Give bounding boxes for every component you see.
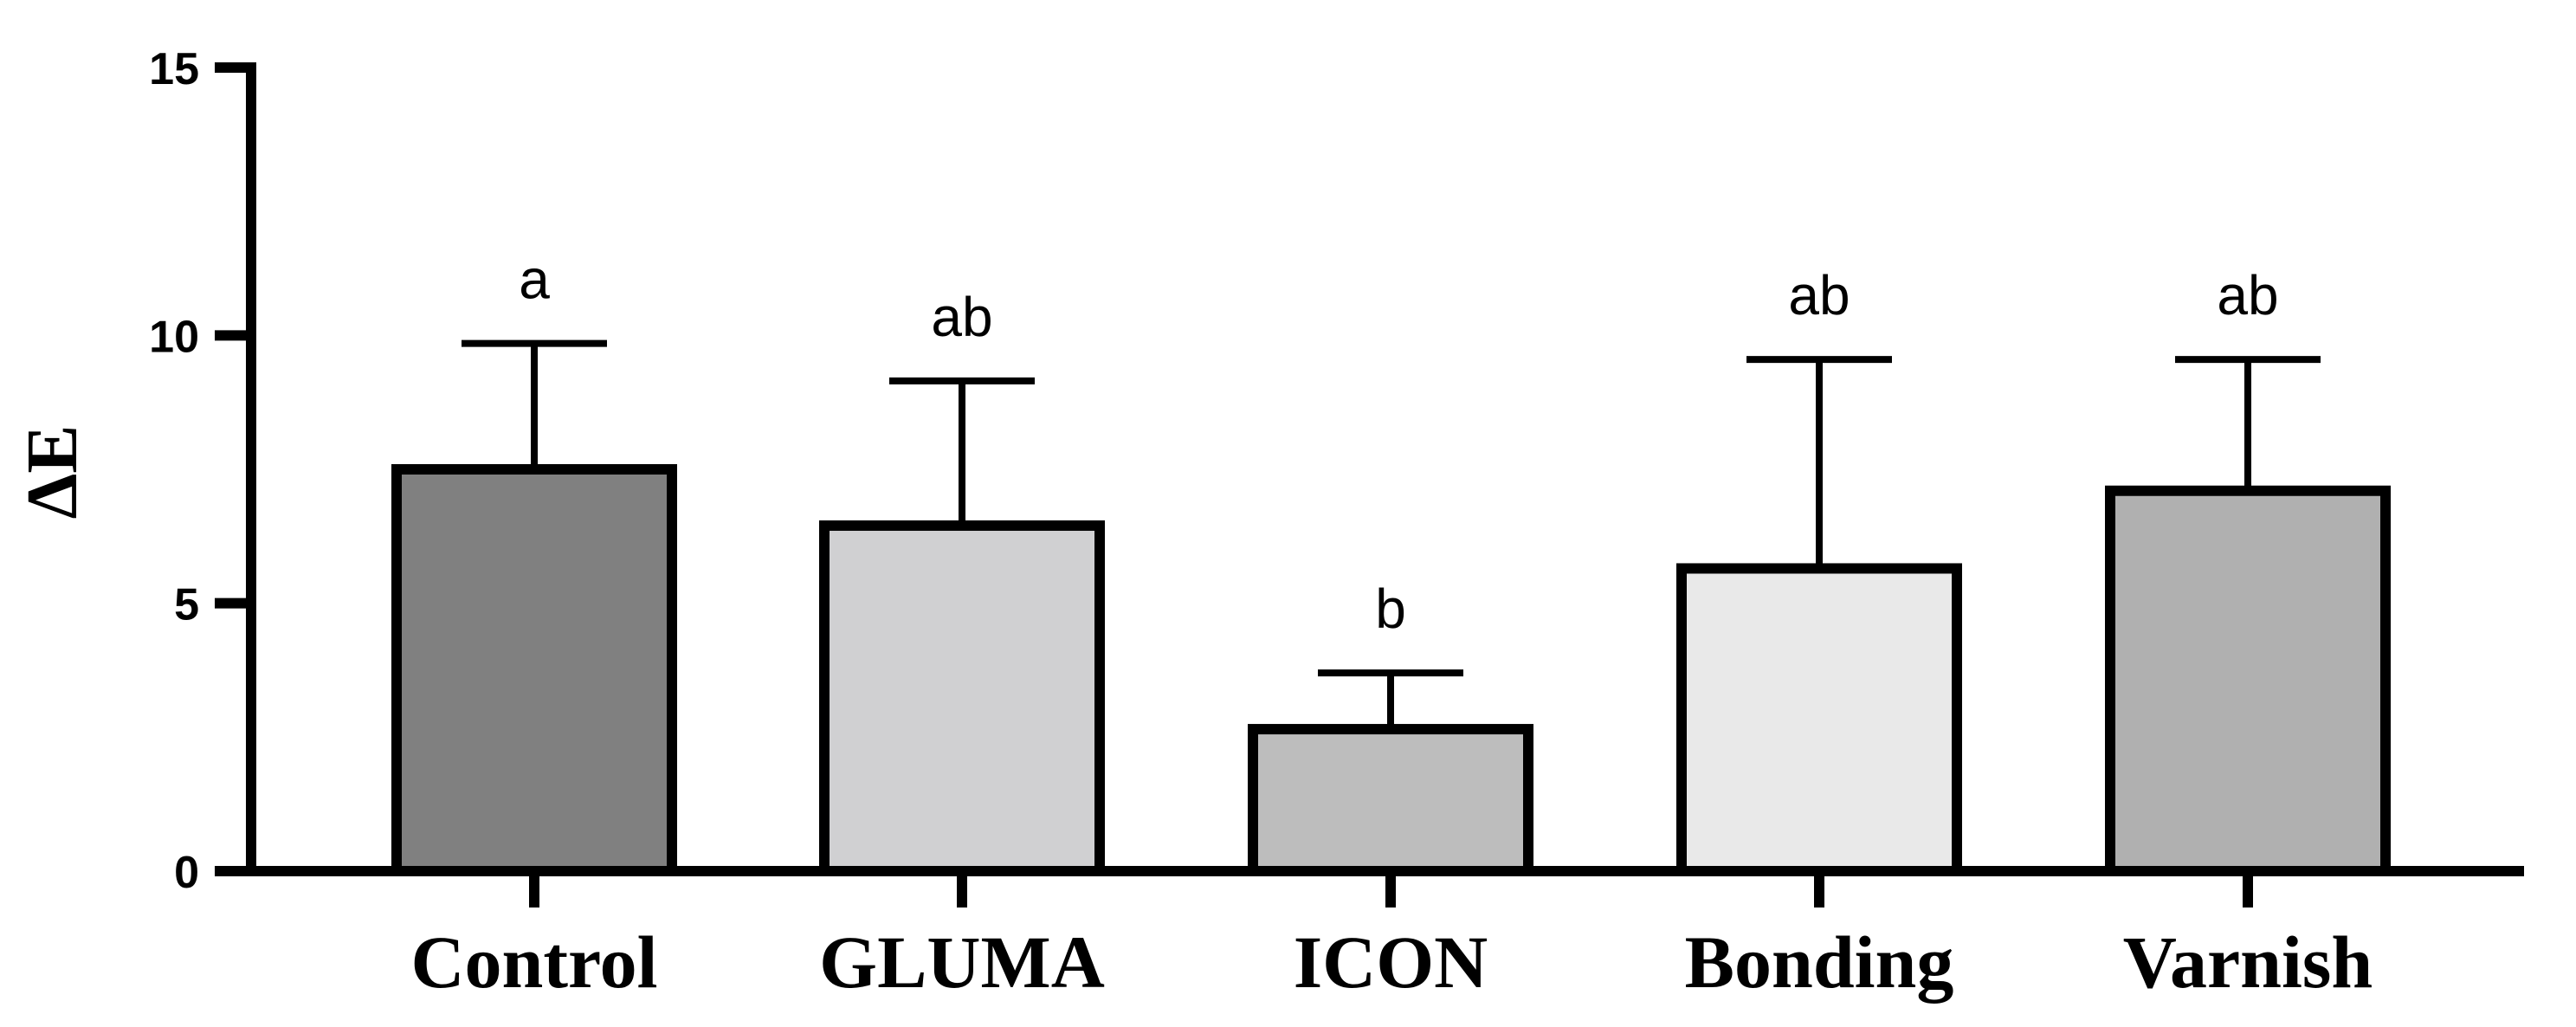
bar-group-gluma: ab: [819, 286, 1105, 877]
y-tick-label: 5: [174, 580, 199, 630]
bar: [819, 520, 1105, 877]
y-axis: 0 5 10 15: [149, 44, 256, 898]
y-axis-title-group: ΔE: [12, 425, 93, 520]
x-tick-label: GLUMA: [819, 920, 1105, 1004]
y-tick-label: 10: [149, 312, 199, 362]
significance-label: ab: [931, 286, 992, 348]
bar: [1248, 724, 1533, 877]
x-axis: Control GLUMA ICON Bonding Varnish: [246, 866, 2524, 1004]
significance-label: ab: [1788, 264, 1850, 326]
x-tick-label: Control: [410, 920, 657, 1004]
significance-label: a: [519, 249, 550, 311]
x-tick-label: Varnish: [2123, 920, 2373, 1004]
y-tick-label: 15: [149, 44, 199, 94]
bar-group-bonding: ab: [1676, 264, 1962, 876]
bar-group-varnish: ab: [2105, 264, 2391, 876]
y-axis-title: ΔE: [12, 425, 93, 520]
bars: a ab b ab ab: [391, 249, 2391, 877]
y-tick-label: 0: [174, 848, 199, 898]
bar: [1676, 563, 1962, 876]
significance-label: ab: [2217, 264, 2278, 326]
significance-label: b: [1375, 578, 1406, 640]
bar: [2105, 485, 2391, 876]
x-tick-label: ICON: [1294, 920, 1488, 1004]
bar: [391, 464, 677, 876]
x-tick-label: Bonding: [1685, 920, 1954, 1004]
bar-group-icon: b: [1248, 578, 1533, 877]
bar-group-control: a: [391, 249, 677, 876]
